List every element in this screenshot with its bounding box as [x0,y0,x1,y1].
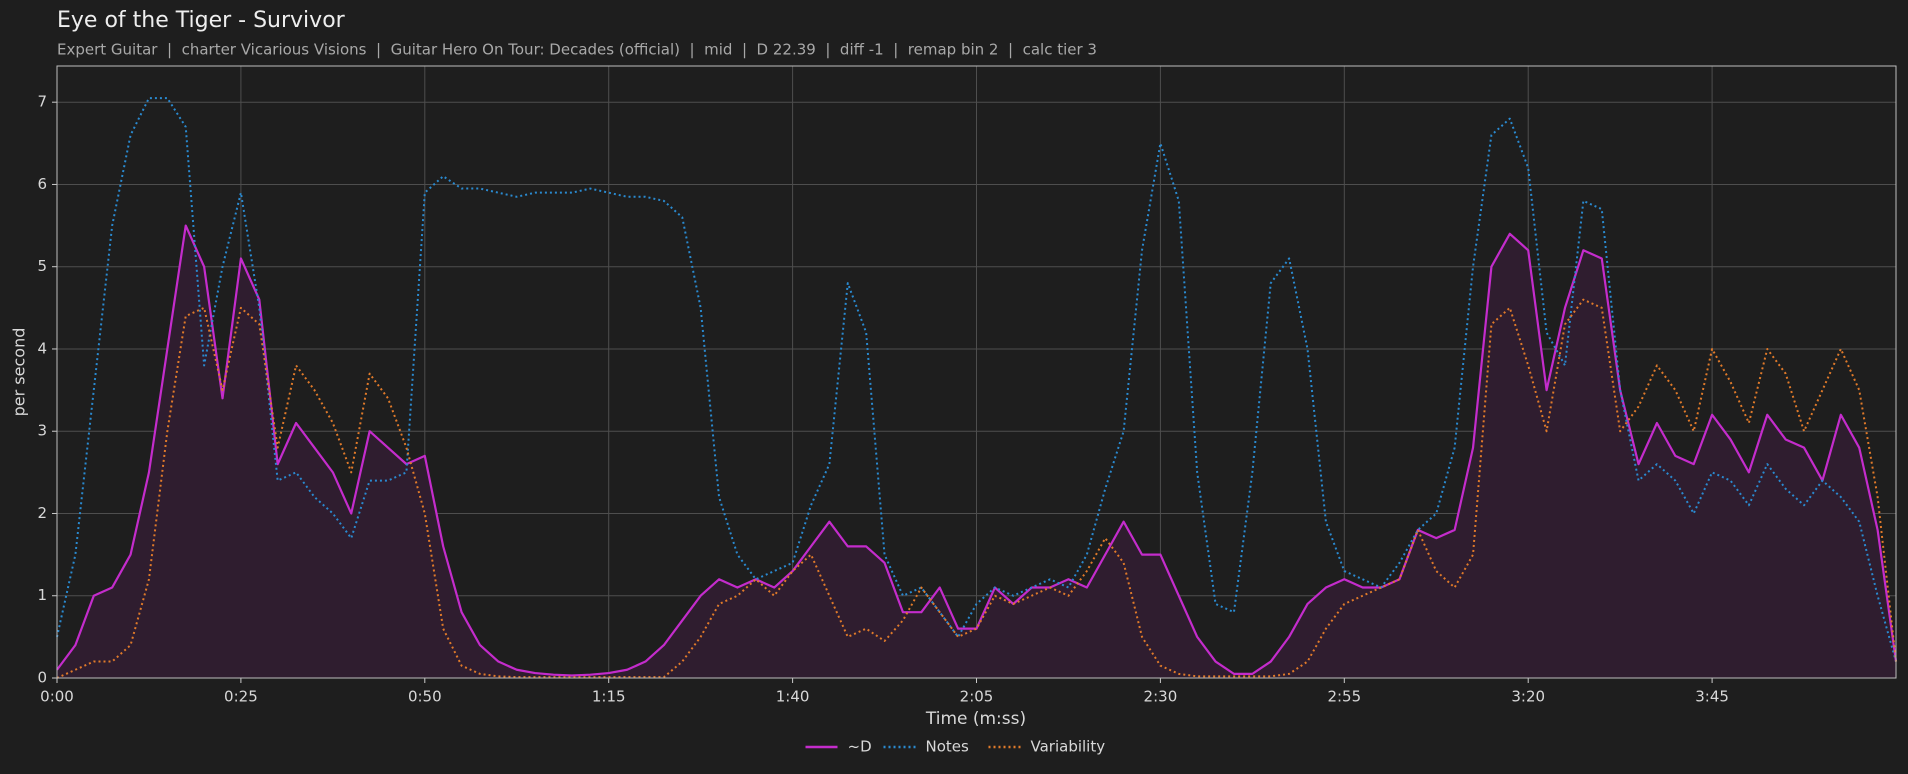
series-line [56,224,1898,677]
x-tick-label: 1:40 [776,688,810,706]
legend-label: Variability [1031,738,1106,756]
y-tick-label: 7 [37,93,47,111]
y-tick-label: 0 [37,669,47,687]
x-tick-label: 2:55 [1327,688,1361,706]
chart-subtitle: Expert Guitar | charter Vicarious Vision… [57,41,1097,59]
area-fill [57,225,1896,678]
y-tick-label: 1 [37,586,47,604]
y-tick-label: 2 [37,504,47,522]
y-tick-label: 5 [37,257,47,275]
y-tick-label: 4 [37,339,47,357]
x-tick-label: 3:20 [1511,688,1545,706]
x-tick-label: 0:50 [408,688,442,706]
plot-frame [56,65,1897,679]
y-tick-label: 3 [37,422,47,440]
x-tick-label: 3:45 [1695,688,1729,706]
x-axis-label: Time (m:ss) [925,709,1026,729]
y-axis-label: per second [10,328,29,417]
x-tick-label: 0:25 [224,688,258,706]
legend-label: Notes [926,738,970,756]
x-tick-label: 2:05 [960,688,994,706]
x-tick-label: 2:30 [1144,688,1178,706]
chart-title: Eye of the Tiger - Survivor [57,8,346,33]
y-tick-label: 6 [37,175,47,193]
series-line [56,97,1897,662]
legend-label: ~D [848,738,872,756]
x-tick-label: 1:15 [592,688,626,706]
x-tick-label: 0:00 [40,688,74,706]
